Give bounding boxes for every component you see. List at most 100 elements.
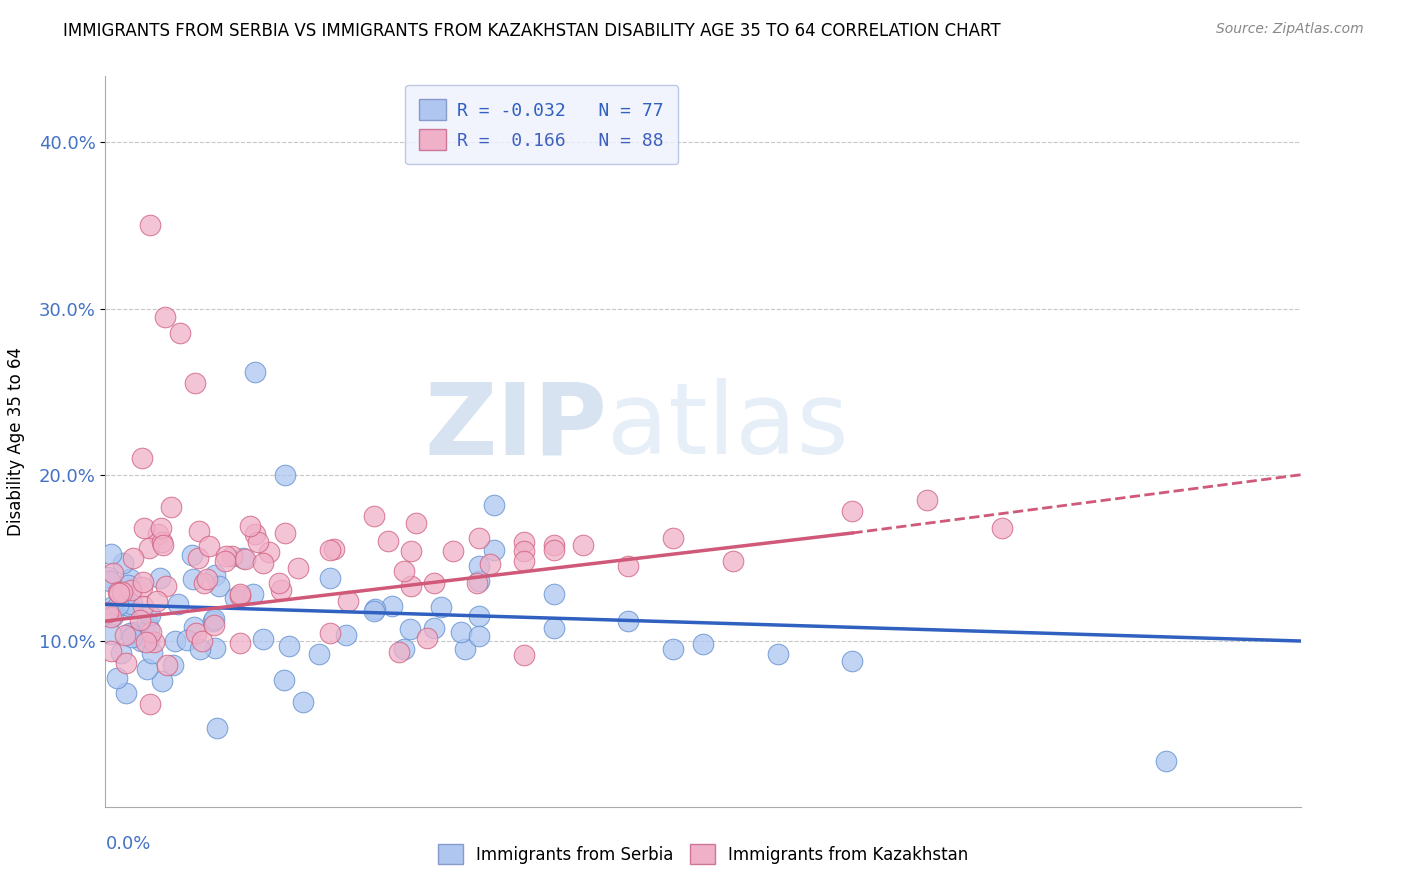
Point [229,589,252,603]
Point [287,560,309,574]
Point [273,467,295,482]
Point [990,521,1012,535]
Point [180,549,202,563]
Point [617,614,640,628]
Point [423,621,446,635]
Point [270,582,292,597]
Point [135,662,157,676]
Point [214,554,236,568]
Point [513,543,536,558]
Point [114,686,136,700]
Point [543,542,565,557]
Point [543,621,565,635]
Legend: Immigrants from Serbia, Immigrants from Kazakhstan: Immigrants from Serbia, Immigrants from … [430,838,976,871]
Point [381,599,404,613]
Point [841,654,863,668]
Point [97,569,120,583]
Point [543,538,565,552]
Point [107,585,129,599]
Point [468,574,491,588]
Point [308,648,330,662]
Point [207,579,229,593]
Point [191,633,214,648]
Point [479,557,502,571]
Point [115,656,138,670]
Point [318,625,340,640]
Point [135,635,157,649]
Point [392,564,416,578]
Point [129,634,152,648]
Point [513,554,536,568]
Point [122,625,145,640]
Point [252,632,274,646]
Point [146,526,169,541]
Point [323,542,346,557]
Point [131,451,153,466]
Point [221,549,243,563]
Point [318,571,340,585]
Point [187,550,209,565]
Point [100,610,122,624]
Point [543,587,565,601]
Point [160,500,183,514]
Point [100,626,122,640]
Point [388,645,411,659]
Point [195,572,218,586]
Point [482,498,505,512]
Point [131,574,153,589]
Point [363,601,385,615]
Point [156,657,179,672]
Point [201,614,224,628]
Point [188,524,211,539]
Point [142,635,165,649]
Text: 0.0%: 0.0% [105,835,150,853]
Point [239,518,262,533]
Point [465,576,488,591]
Point [399,579,422,593]
Point [149,571,172,585]
Point [139,697,162,711]
Point [138,541,160,555]
Point [120,582,142,597]
Point [146,593,169,607]
Point [121,630,143,644]
Point [118,599,141,613]
Point [468,608,491,623]
Point [405,516,427,530]
Point [915,492,938,507]
Text: ZIP: ZIP [425,378,607,475]
Point [363,509,385,524]
Point [112,556,135,570]
Point [269,575,291,590]
Point [183,620,205,634]
Legend: R = -0.032   N = 77, R =  0.166   N = 88: R = -0.032 N = 77, R = 0.166 N = 88 [405,85,678,164]
Point [114,598,136,612]
Point [229,635,252,649]
Point [118,626,141,640]
Point [245,527,267,541]
Point [721,554,744,568]
Point [141,646,163,660]
Point [152,538,174,552]
Point [204,640,226,655]
Point [399,622,422,636]
Point [188,641,211,656]
Point [184,626,207,640]
Point [153,310,177,324]
Point [139,219,162,233]
Point [100,644,122,658]
Point [214,549,236,563]
Point [233,552,256,566]
Point [101,599,124,613]
Point [291,695,314,709]
Point [122,550,145,565]
Point [138,622,160,636]
Point [155,579,177,593]
Text: IMMIGRANTS FROM SERBIA VS IMMIGRANTS FROM KAZAKHSTAN DISABILITY AGE 35 TO 64 COR: IMMIGRANTS FROM SERBIA VS IMMIGRANTS FRO… [63,22,1001,40]
Point [197,539,219,553]
Point [163,634,186,648]
Point [692,637,714,651]
Point [167,598,190,612]
Point [150,534,173,549]
Point [184,376,207,391]
